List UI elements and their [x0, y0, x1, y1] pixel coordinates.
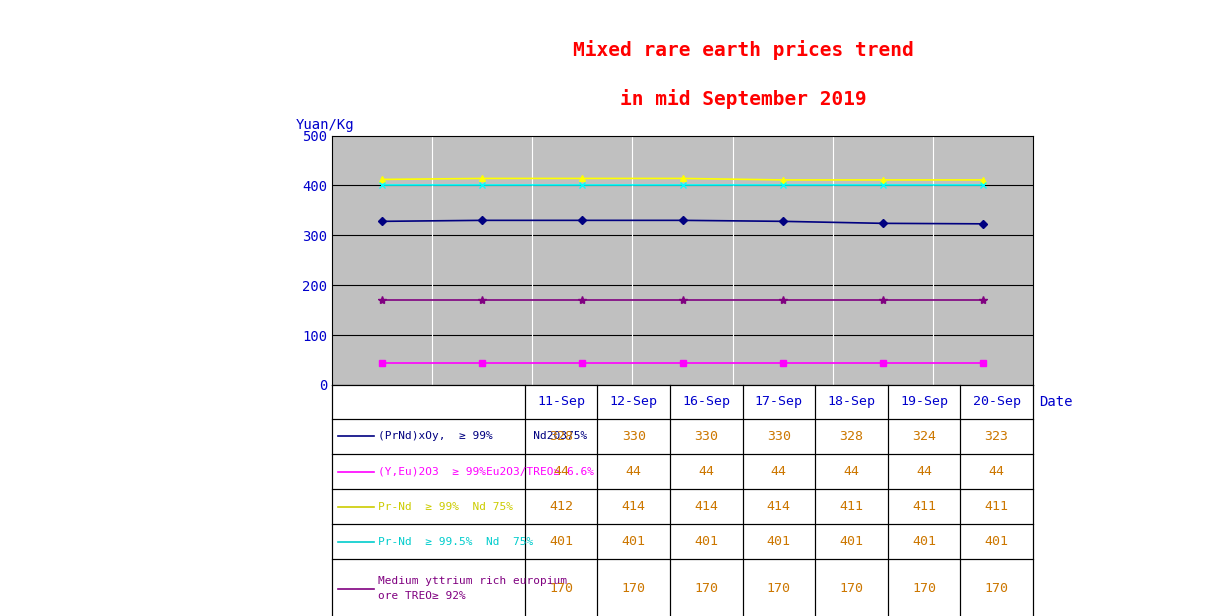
Text: 328: 328 — [840, 430, 864, 443]
Text: 44: 44 — [988, 465, 1005, 478]
Text: 170: 170 — [622, 582, 646, 595]
Text: ore TREO≥ 92%: ore TREO≥ 92% — [378, 591, 466, 601]
Text: 323: 323 — [985, 430, 1009, 443]
Text: 170: 170 — [767, 582, 791, 595]
Text: 401: 401 — [550, 535, 573, 548]
Text: 411: 411 — [912, 500, 936, 513]
Text: 401: 401 — [912, 535, 936, 548]
Text: 44: 44 — [553, 465, 569, 478]
Text: 401: 401 — [767, 535, 791, 548]
Text: Pr-Nd  ≥ 99%  Nd 75%: Pr-Nd ≥ 99% Nd 75% — [378, 501, 513, 512]
Text: 401: 401 — [622, 535, 646, 548]
Text: 330: 330 — [767, 430, 791, 443]
Text: 328: 328 — [550, 430, 573, 443]
Text: 44: 44 — [626, 465, 641, 478]
Text: 11-Sep: 11-Sep — [538, 395, 585, 408]
Text: 17-Sep: 17-Sep — [755, 395, 803, 408]
Text: 44: 44 — [698, 465, 714, 478]
Text: 330: 330 — [622, 430, 646, 443]
Text: Date: Date — [1039, 395, 1073, 409]
Text: 44: 44 — [916, 465, 933, 478]
Text: 170: 170 — [695, 582, 719, 595]
Text: 411: 411 — [985, 500, 1009, 513]
Text: 412: 412 — [550, 500, 573, 513]
Text: Yuan/Kg: Yuan/Kg — [296, 118, 355, 132]
Text: 170: 170 — [840, 582, 864, 595]
Text: Mixed rare earth prices trend: Mixed rare earth prices trend — [573, 40, 913, 60]
Text: 44: 44 — [843, 465, 859, 478]
Text: 170: 170 — [912, 582, 936, 595]
Text: (Y,Eu)2O3  ≥ 99%Eu2O3/TREO≥ 6.6%: (Y,Eu)2O3 ≥ 99%Eu2O3/TREO≥ 6.6% — [378, 466, 594, 477]
Text: 401: 401 — [840, 535, 864, 548]
Text: 401: 401 — [985, 535, 1009, 548]
Text: 12-Sep: 12-Sep — [610, 395, 657, 408]
Text: in mid September 2019: in mid September 2019 — [620, 89, 866, 109]
Text: 414: 414 — [767, 500, 791, 513]
Text: 170: 170 — [550, 582, 573, 595]
Text: 414: 414 — [695, 500, 719, 513]
Text: 330: 330 — [695, 430, 719, 443]
Text: 44: 44 — [771, 465, 786, 478]
Text: (PrNd)xOy,  ≥ 99%      Nd20375%: (PrNd)xOy, ≥ 99% Nd20375% — [378, 431, 587, 442]
Text: 170: 170 — [985, 582, 1009, 595]
Text: Pr-Nd  ≥ 99.5%  Nd  75%: Pr-Nd ≥ 99.5% Nd 75% — [378, 537, 534, 547]
Text: Medium yttrium rich europium: Medium yttrium rich europium — [378, 576, 567, 586]
Text: 16-Sep: 16-Sep — [683, 395, 731, 408]
Text: 414: 414 — [622, 500, 646, 513]
Text: 411: 411 — [840, 500, 864, 513]
Text: 401: 401 — [695, 535, 719, 548]
Text: 20-Sep: 20-Sep — [972, 395, 1021, 408]
Text: 19-Sep: 19-Sep — [900, 395, 948, 408]
Text: 18-Sep: 18-Sep — [827, 395, 876, 408]
Text: 324: 324 — [912, 430, 936, 443]
